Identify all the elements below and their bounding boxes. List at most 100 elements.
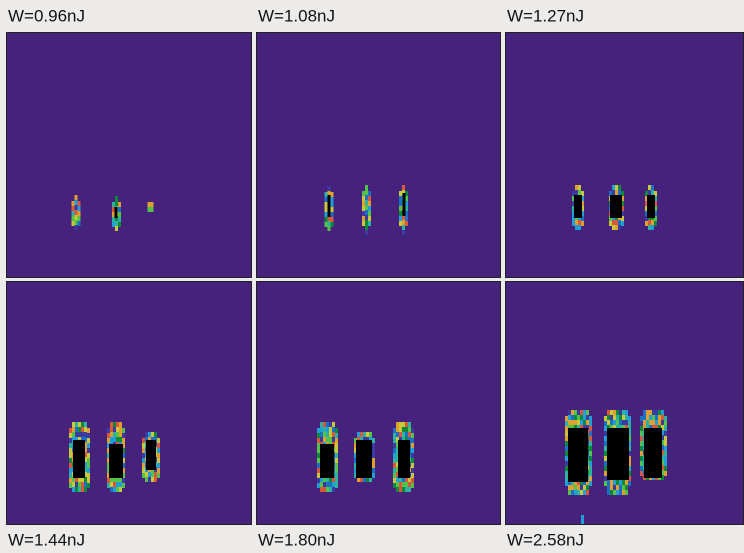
blob-pixel (396, 482, 399, 487)
blob-pixel (362, 216, 365, 221)
blob-pixel (574, 485, 577, 490)
blob-pixel (393, 453, 396, 458)
blob-pixel (565, 471, 568, 476)
blob-pixel (604, 446, 607, 451)
blob-pixel (151, 202, 154, 207)
blob-pixel (119, 432, 122, 437)
blob-pixel (399, 196, 402, 201)
blob-pixel (75, 482, 78, 487)
blob-pixel (115, 196, 118, 201)
blob-pixel (326, 432, 329, 437)
blob-pixel (399, 221, 402, 226)
blob-pixel (75, 220, 78, 225)
blob-pixel (332, 437, 335, 442)
blob-pixel (589, 421, 592, 426)
blob-pixel (107, 428, 110, 433)
blob-pixel (113, 487, 116, 492)
blob-pixel (331, 217, 334, 222)
blob-pixel (589, 416, 592, 421)
blob-pixel (145, 477, 148, 482)
blob-pixel (328, 186, 331, 191)
blob-pixel (574, 410, 577, 415)
blob-pixel (69, 463, 72, 468)
blob-pixel (408, 487, 411, 492)
blob-pixel (328, 221, 331, 226)
blob-pixel (661, 410, 664, 415)
blob-pixel (664, 431, 667, 436)
blob-pixel (69, 438, 72, 443)
blob-core (647, 195, 655, 218)
blob-pixel (368, 216, 371, 221)
blob-pixel (332, 432, 335, 437)
blob-pixel (604, 421, 607, 426)
blob-pixel (325, 207, 328, 212)
blob-pixel (75, 210, 78, 215)
blob-pixel (372, 438, 375, 443)
blob-pixel (360, 432, 363, 437)
blob-pixel (651, 190, 654, 195)
blob-pixel (331, 197, 334, 202)
blob-pixel (317, 478, 320, 483)
blob-pixel (625, 490, 628, 495)
blob-pixel (362, 206, 365, 211)
blob-pixel (405, 221, 408, 226)
blob-pixel (577, 420, 580, 425)
blob-pixel (610, 415, 613, 420)
blob-pixel (328, 226, 331, 231)
blob-pixel (362, 201, 365, 206)
blob-pixel (411, 473, 414, 478)
blob-pixel (325, 212, 328, 217)
blob-pixel (628, 421, 631, 426)
blob-pixel (151, 472, 154, 477)
blob-pixel (402, 487, 405, 492)
blob-pixel (640, 446, 643, 451)
panel-label: W=2.58nJ (507, 530, 584, 549)
blob-pixel (72, 201, 75, 206)
blob-pixel (643, 420, 646, 425)
blob-pixel (604, 456, 607, 461)
blob-pixel (405, 427, 408, 432)
blob-pixel (618, 190, 621, 195)
blob-pixel (651, 220, 654, 225)
blob-pixel (625, 485, 628, 490)
blob-pixel (157, 473, 160, 478)
blob-pixel (72, 216, 75, 221)
blob-pixel (329, 427, 332, 432)
blob-pixel (664, 426, 667, 431)
blob-pixel (122, 478, 125, 483)
blob-pixel (565, 421, 568, 426)
blob-pixel (565, 436, 568, 441)
blob-pixel (119, 427, 122, 432)
blob-pixel (110, 437, 113, 442)
blob-pixel (325, 197, 328, 202)
blob-pixel (393, 473, 396, 478)
blob-pixel (151, 477, 154, 482)
blob-core (109, 444, 123, 478)
blob-pixel (110, 427, 113, 432)
blob-pixel (372, 453, 375, 458)
blob-pixel (157, 448, 160, 453)
blob-pixel (651, 225, 654, 230)
blob-pixel (148, 472, 151, 477)
blob-pixel (142, 443, 145, 448)
blob-pixel (405, 487, 408, 492)
blob-pixel (75, 225, 78, 230)
blob-pixel (581, 515, 584, 524)
blob-pixel (72, 427, 75, 432)
blob-pixel (326, 437, 329, 442)
blob-core (568, 428, 588, 482)
blob-pixel (649, 410, 652, 415)
blob-pixel (122, 438, 125, 443)
blob-pixel (568, 420, 571, 425)
blob-pixel (87, 428, 90, 433)
blob-pixel (411, 433, 414, 438)
blob-pixel (115, 221, 118, 226)
blob-pixel (142, 453, 145, 458)
blob-pixel (399, 206, 402, 211)
blob-pixel (607, 415, 610, 420)
blob-pixel (612, 190, 615, 195)
blob-pixel (84, 422, 87, 427)
blob-pixel (87, 433, 90, 438)
blob-pixel (317, 473, 320, 478)
blob-pixel (649, 420, 652, 425)
